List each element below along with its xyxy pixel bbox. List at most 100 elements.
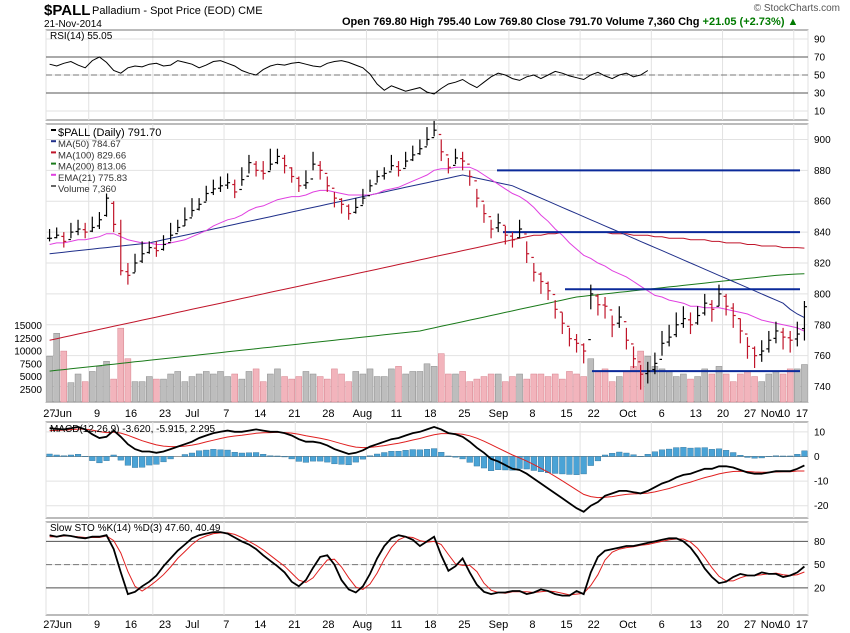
macd-histogram-bar xyxy=(67,454,74,457)
macd-histogram-bar xyxy=(651,451,658,457)
price-tick-label: 820 xyxy=(814,259,831,270)
volume-bar xyxy=(345,381,352,403)
macd-histogram-bar xyxy=(338,456,345,465)
price-bar xyxy=(260,161,266,180)
macd-histogram-bar xyxy=(680,447,687,457)
price-legend-label: $PALL (Daily) 791.70 xyxy=(58,127,161,139)
volume-bar xyxy=(224,376,231,403)
legend-swatch xyxy=(51,185,56,187)
macd-histogram-bar xyxy=(302,456,309,463)
x-tick-label: 11 xyxy=(391,408,402,420)
x-tick-label: Oct xyxy=(619,619,636,631)
x-tick-label: 6 xyxy=(659,619,665,631)
macd-histogram-bar xyxy=(288,456,295,460)
price-bar xyxy=(54,227,60,239)
x-tick-label: Jul xyxy=(185,619,199,631)
macd-histogram-bar xyxy=(708,449,715,457)
price-bar xyxy=(410,145,416,162)
x-tick-label: 15 xyxy=(560,408,572,420)
macd-tick-label: -10 xyxy=(814,477,829,488)
price-bar xyxy=(631,343,637,369)
volume-bar xyxy=(438,353,445,403)
price-bar xyxy=(574,334,580,353)
volume-bar xyxy=(765,373,773,403)
macd-histogram-bar xyxy=(473,456,480,467)
volume-bar xyxy=(295,376,303,403)
macd-histogram-bar xyxy=(601,454,609,457)
price-bar xyxy=(381,167,387,180)
price-bar xyxy=(267,148,273,173)
rsi-tick-label: 50 xyxy=(814,71,826,82)
x-tick-label: 20 xyxy=(717,408,729,420)
price-bar xyxy=(623,321,629,350)
macd-histogram-bar xyxy=(46,453,53,457)
price-bar xyxy=(225,173,231,189)
macd-histogram-bar xyxy=(687,447,694,457)
macd-line xyxy=(49,425,805,513)
macd-histogram-bar xyxy=(245,452,253,457)
x-tick-label: 10 xyxy=(778,619,790,631)
x-tick-label: 16 xyxy=(125,619,137,631)
price-bar xyxy=(331,187,337,208)
x-tick-label: 27 xyxy=(744,619,756,631)
macd-histogram-bar xyxy=(210,449,217,457)
macd-histogram-bar xyxy=(395,451,402,457)
macd-histogram-bar xyxy=(74,454,82,457)
x-tick-label: 17 xyxy=(796,619,808,631)
macd-histogram-bar xyxy=(352,456,359,463)
volume-bar xyxy=(395,366,402,403)
macd-panel: -20 -10 0 10 MACD(12,26,9) -3.620, -5.915, 2… xyxy=(45,421,829,519)
macd-histogram-bar xyxy=(381,452,388,457)
x-tick-label: 28 xyxy=(322,619,334,631)
volume-bar xyxy=(487,373,495,403)
price-bar xyxy=(787,330,793,353)
macd-histogram-bar xyxy=(537,456,544,472)
price-bar xyxy=(687,312,693,335)
price-bar xyxy=(246,154,252,177)
macd-histogram-bar xyxy=(110,454,117,457)
price-bar xyxy=(417,139,423,155)
price-bar xyxy=(737,318,743,344)
x-tick-label: 14 xyxy=(254,408,266,420)
price-bar xyxy=(303,170,309,189)
price-bar xyxy=(509,232,515,248)
volume-bar xyxy=(601,368,609,403)
volume-bar xyxy=(452,373,459,403)
price-bar xyxy=(609,309,615,338)
volume-bar xyxy=(687,378,694,403)
x-tick-label: 23 xyxy=(159,408,171,420)
volume-bar xyxy=(715,366,723,403)
volume-bar xyxy=(366,368,374,403)
macd-histogram-bar xyxy=(523,456,530,470)
x-tick-label: 8 xyxy=(529,619,535,631)
x-tick-label: 9 xyxy=(94,619,100,631)
macd-histogram-bar xyxy=(146,456,153,466)
volume-bar xyxy=(722,373,730,403)
x-tick-label: 22 xyxy=(588,619,600,631)
macd-histogram-bar xyxy=(609,453,616,457)
price-bar xyxy=(396,161,402,177)
x-tick-label: Sep xyxy=(489,619,509,631)
price-bar xyxy=(502,224,508,245)
x-tick-label: 18 xyxy=(424,408,436,420)
x-tick-label: 28 xyxy=(322,408,334,420)
price-bar xyxy=(638,361,644,390)
macd-histogram-bar xyxy=(616,451,623,457)
price-bar xyxy=(239,167,245,191)
volume-bar xyxy=(751,376,758,403)
x-tick-label: Nov xyxy=(761,408,781,420)
macd-histogram-bar xyxy=(587,456,594,466)
x-tick-label: 23 xyxy=(159,619,171,631)
macd-histogram-bar xyxy=(317,456,324,462)
macd-histogram-bar xyxy=(545,456,552,473)
volume-bar xyxy=(338,373,345,403)
price-bar xyxy=(210,179,216,196)
price-bar xyxy=(61,232,67,248)
x-tick-label: 27 xyxy=(43,408,55,420)
macd-histogram-bar xyxy=(253,452,260,457)
volume-bar xyxy=(559,378,566,403)
volume-bar xyxy=(573,373,580,403)
volume-bar xyxy=(665,371,673,403)
